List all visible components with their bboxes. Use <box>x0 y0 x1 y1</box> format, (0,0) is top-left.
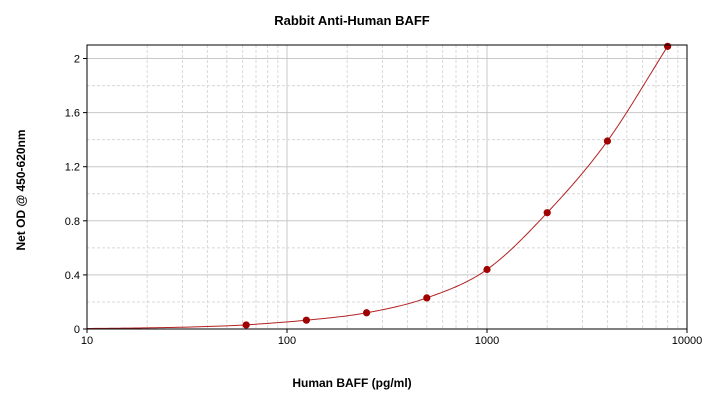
x-tick-label: 10000 <box>672 335 703 347</box>
data-point <box>302 316 310 324</box>
y-tick-label: 1.2 <box>65 162 80 174</box>
x-tick-label: 100 <box>278 335 296 347</box>
y-axis-label: Net OD @ 450-620nm <box>14 129 28 250</box>
tick-labels: 10 100 1000 10000 0 0.4 0.8 1.2 1.6 2 <box>65 54 703 347</box>
y-tick-label: 0 <box>74 324 80 336</box>
y-tick-label: 0.4 <box>65 270 80 282</box>
x-tick-label: 10 <box>81 335 93 347</box>
grid-lines <box>86 45 688 329</box>
data-point <box>664 42 672 50</box>
x-axis-label: Human BAFF (pg/ml) <box>292 376 411 390</box>
y-tick-label: 2 <box>74 54 80 66</box>
chart-title: Rabbit Anti-Human BAFF <box>274 13 430 28</box>
data-point <box>242 321 250 329</box>
y-tick-label: 1.6 <box>65 108 80 120</box>
x-tick-label: 1000 <box>475 335 499 347</box>
y-tick-label: 0.8 <box>65 216 80 228</box>
data-point <box>543 209 551 217</box>
fitted-curve-layer <box>86 48 667 329</box>
data-point <box>362 309 371 317</box>
data-point <box>483 265 491 274</box>
data-point <box>423 294 431 302</box>
plot-frame <box>86 44 688 330</box>
fitted-curve <box>86 48 667 329</box>
data-point <box>603 137 612 145</box>
